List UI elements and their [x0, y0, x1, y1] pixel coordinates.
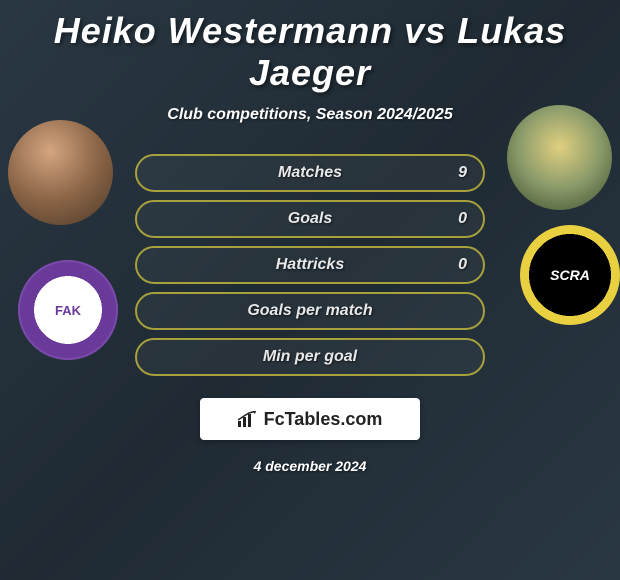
stat-label: Goals [288, 210, 332, 228]
brand-label: FcTables.com [264, 409, 383, 430]
stat-row: Matches 9 [135, 154, 485, 192]
chart-icon [238, 411, 258, 427]
stat-value: 0 [458, 210, 467, 228]
club-right-badge [520, 225, 620, 325]
stat-row: Min per goal [135, 338, 485, 376]
player-left-avatar [8, 120, 113, 225]
page-title: Heiko Westermann vs Lukas Jaeger [0, 0, 620, 94]
date-label: 4 december 2024 [0, 458, 620, 474]
stat-label: Min per goal [263, 348, 357, 366]
stat-label: Matches [278, 164, 342, 182]
brand-badge[interactable]: FcTables.com [200, 398, 420, 440]
stat-row: Goals per match [135, 292, 485, 330]
stat-row: Goals 0 [135, 200, 485, 238]
stat-label: Hattricks [276, 256, 344, 274]
club-left-badge [18, 260, 118, 360]
stat-row: Hattricks 0 [135, 246, 485, 284]
player-right-avatar [507, 105, 612, 210]
stat-label: Goals per match [247, 302, 372, 320]
stat-value: 0 [458, 256, 467, 274]
stat-value: 9 [458, 164, 467, 182]
stats-list: Matches 9 Goals 0 Hattricks 0 Goals per … [135, 154, 485, 376]
